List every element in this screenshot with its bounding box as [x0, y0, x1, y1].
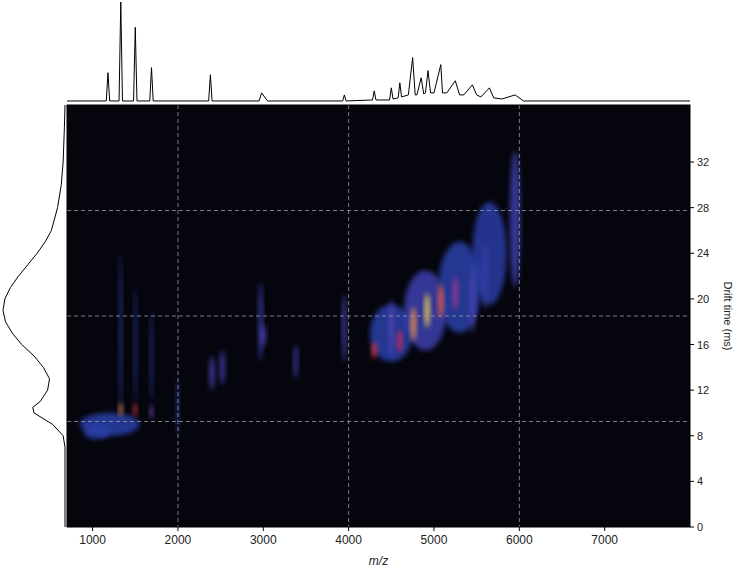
ion-spot — [470, 265, 475, 333]
x-axis: 1000 2000 3000 4000 5000 6000 7000 — [79, 527, 618, 547]
grid-line — [67, 210, 690, 211]
ion-spot — [84, 425, 110, 439]
ion-spot — [510, 151, 520, 288]
grid-line — [67, 421, 690, 422]
ion-spot — [134, 287, 137, 401]
y-axis-title: Drift time (ms) — [722, 281, 733, 350]
ion-spot — [472, 202, 506, 305]
y-tick-label: 32 — [697, 156, 709, 168]
y-tick-label: 0 — [697, 521, 703, 533]
ion-spot — [261, 324, 266, 347]
ion-spot — [294, 345, 298, 379]
x-tick — [604, 527, 605, 531]
x-tick-label: 7000 — [591, 533, 618, 547]
x-tick-label: 3000 — [250, 533, 277, 547]
y-tick-label: 16 — [697, 339, 709, 351]
x-tick-label: 5000 — [421, 533, 448, 547]
ion-spot — [119, 403, 122, 417]
x-tick-label: 1000 — [79, 533, 106, 547]
ion-spot — [119, 253, 122, 413]
y-tick-label: 12 — [697, 384, 709, 396]
x-tick — [519, 527, 520, 531]
x-tick — [177, 527, 178, 531]
y-tick — [690, 344, 694, 345]
ion-spot — [438, 284, 443, 318]
ion-spot — [259, 282, 263, 362]
heatmap-background — [67, 105, 690, 527]
ion-spot — [210, 356, 215, 390]
y-tick — [690, 253, 694, 254]
y-tick-label: 8 — [697, 430, 703, 442]
x-tick — [263, 527, 264, 531]
mobilogram — [3, 105, 65, 527]
ion-spot — [483, 242, 487, 310]
x-tick — [433, 527, 434, 531]
x-tick-label: 6000 — [506, 533, 533, 547]
x-tick — [92, 527, 93, 531]
y-tick-label: 24 — [697, 247, 709, 259]
grid-line — [177, 105, 178, 527]
y-tick — [690, 207, 694, 208]
ion-spot — [150, 310, 153, 401]
grid — [67, 105, 690, 527]
plot-frame — [67, 105, 690, 527]
heatmap-spots — [80, 151, 520, 440]
x-tick-label: 4000 — [335, 533, 362, 547]
ion-spot — [220, 350, 225, 384]
y-tick — [690, 481, 694, 482]
ion-spot — [411, 307, 416, 341]
x-axis-title: m/z — [369, 554, 388, 568]
ion-spot — [453, 276, 458, 310]
y-axis: 0 4 8 12 16 20 24 28 32 — [690, 156, 709, 533]
ion-spot — [425, 293, 430, 327]
y-tick-label: 4 — [697, 475, 703, 487]
x-tick-label: 2000 — [165, 533, 192, 547]
mass-spectrum — [67, 2, 690, 101]
ion-spot — [389, 299, 393, 356]
y-tick — [690, 298, 694, 299]
y-tick — [690, 527, 694, 528]
x-tick — [348, 527, 349, 531]
y-tick-label: 28 — [697, 202, 709, 214]
ion-spot — [134, 403, 137, 417]
ion-spot — [342, 293, 346, 361]
grid-line — [67, 316, 690, 317]
y-tick — [690, 162, 694, 163]
chart: 1000 2000 3000 4000 5000 6000 7000 m/z 0 4 8 12 16 20… — [0, 0, 733, 575]
ion-spot — [150, 405, 153, 419]
ion-spot — [397, 330, 402, 353]
ion-spot — [372, 342, 377, 359]
y-tick-label: 20 — [697, 293, 709, 305]
y-tick — [690, 435, 694, 436]
y-tick — [690, 390, 694, 391]
